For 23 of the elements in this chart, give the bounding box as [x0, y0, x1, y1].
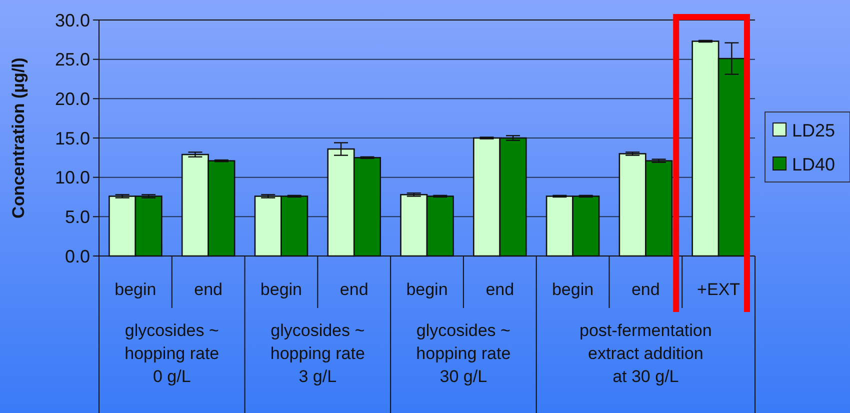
- x-tick-label: begin: [260, 280, 302, 299]
- legend-label: LD25: [792, 120, 836, 140]
- text: glycosides ~ hopping rate 30 g/L: [416, 321, 511, 386]
- x-tick-label: begin: [552, 280, 594, 299]
- y-axis-title: Concentration (µg/l): [9, 58, 28, 218]
- legend-label: LD40: [792, 154, 836, 174]
- y-tick-label: 0.0: [64, 246, 90, 266]
- y-tick-label: 25.0: [54, 50, 90, 70]
- x-tick-label: end: [194, 280, 223, 299]
- x-tick-label: begin: [114, 280, 156, 299]
- y-tick-label: 20.0: [54, 88, 90, 109]
- x-tick-label: end: [486, 280, 514, 299]
- x-tick-label: end: [631, 280, 660, 299]
- y-tick-label: 5.0: [64, 206, 90, 227]
- y-tick-label: 10.0: [54, 168, 90, 188]
- text: glycosides ~ hopping rate 0 g/L: [124, 321, 220, 386]
- text: post-fermentation extract addition at 30 g/L: [580, 321, 712, 386]
- x-tick-label: +EXT: [697, 280, 740, 299]
- x-tick-label: end: [340, 280, 368, 299]
- text: glycosides ~ hopping rate 3 g/L: [270, 321, 365, 386]
- y-tick-label: 30.0: [54, 10, 90, 30]
- x-tick-label: begin: [406, 280, 448, 299]
- y-tick-label: 15.0: [54, 128, 90, 148]
